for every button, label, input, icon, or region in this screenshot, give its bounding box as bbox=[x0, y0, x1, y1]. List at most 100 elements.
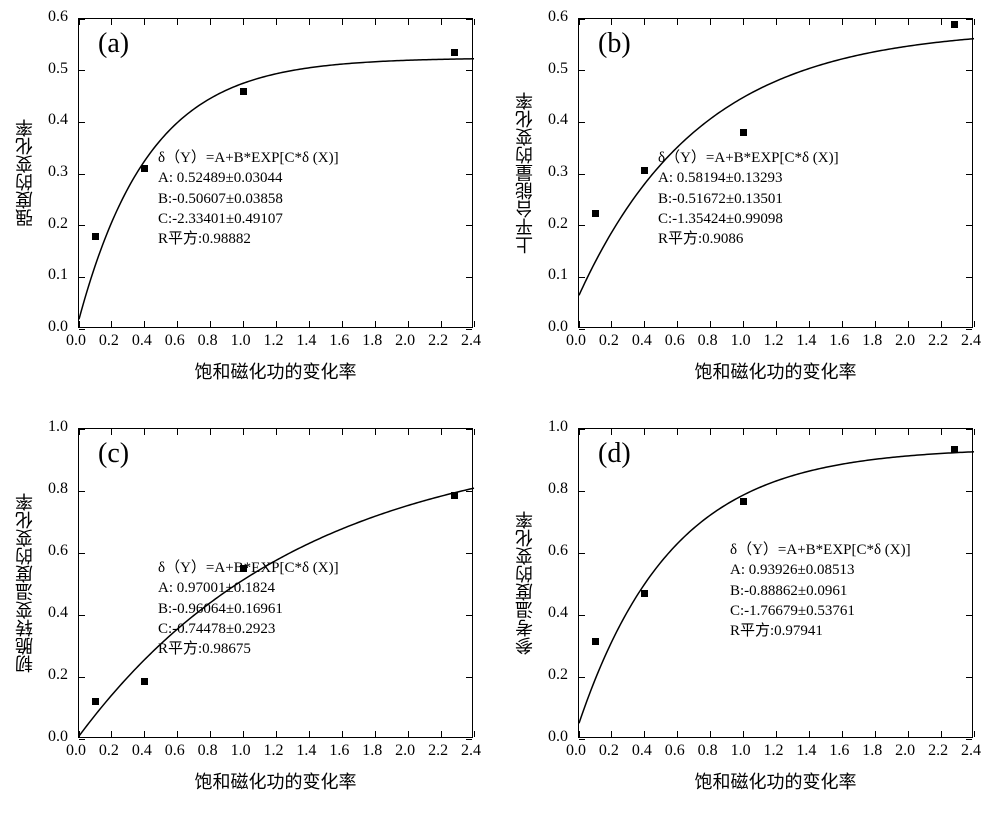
panel-c: 0.00.20.40.60.81.01.21.41.61.82.02.22.40… bbox=[0, 410, 500, 820]
xtick-label: 2.2 bbox=[928, 332, 948, 350]
xtick-label: 1.6 bbox=[829, 742, 849, 760]
xtick-label: 0.0 bbox=[566, 332, 586, 350]
data-point bbox=[451, 49, 458, 56]
xtick-label: 0.6 bbox=[665, 332, 685, 350]
formula-a: A: 0.93926±0.08513 bbox=[730, 560, 911, 580]
formula-eq: δ（Y）=A+B*EXP[C*δ (X)] bbox=[158, 558, 339, 578]
xtick-label: 0.0 bbox=[66, 332, 86, 350]
xtick-label: 0.8 bbox=[198, 332, 218, 350]
xtick-label: 0.6 bbox=[665, 742, 685, 760]
xtick-label: 0.2 bbox=[99, 742, 119, 760]
formula-b: B:-0.88862±0.0961 bbox=[730, 581, 911, 601]
ytick-label: 1.0 bbox=[548, 418, 568, 436]
data-point bbox=[240, 88, 247, 95]
xtick-label: 1.8 bbox=[362, 742, 382, 760]
data-point bbox=[740, 129, 747, 136]
formula-block: δ（Y）=A+B*EXP[C*δ (X)]A: 0.93926±0.08513B… bbox=[730, 540, 911, 641]
xtick-label: 1.6 bbox=[329, 742, 349, 760]
x-axis-label: 饱和磁化功的变化率 bbox=[578, 768, 973, 794]
ytick-label: 0.0 bbox=[48, 728, 68, 746]
formula-a: A: 0.58194±0.13293 bbox=[658, 168, 839, 188]
xtick-label: 0.4 bbox=[632, 332, 652, 350]
ytick-label: 0.0 bbox=[548, 318, 568, 336]
ytick-label: 0.1 bbox=[548, 266, 568, 284]
xtick-label: 0.6 bbox=[165, 332, 185, 350]
xtick-label: 2.4 bbox=[461, 332, 481, 350]
xtick-label: 1.6 bbox=[329, 332, 349, 350]
ytick-label: 0.4 bbox=[548, 111, 568, 129]
xtick-label: 0.8 bbox=[698, 332, 718, 350]
data-point bbox=[451, 492, 458, 499]
xtick-label: 2.2 bbox=[928, 742, 948, 760]
formula-c: C:-1.35424±0.99098 bbox=[658, 209, 839, 229]
panel-d: 0.00.20.40.60.81.01.21.41.61.82.02.22.40… bbox=[500, 410, 1000, 820]
xtick-label: 0.4 bbox=[632, 742, 652, 760]
xtick-label: 1.8 bbox=[862, 332, 882, 350]
ytick-label: 0.5 bbox=[48, 60, 68, 78]
formula-b: B:-0.51672±0.13501 bbox=[658, 189, 839, 209]
xtick-label: 1.2 bbox=[764, 332, 784, 350]
xtick-label: 1.4 bbox=[296, 742, 316, 760]
formula-b: B:-0.50607±0.03858 bbox=[158, 189, 339, 209]
xtick-label: 2.4 bbox=[461, 742, 481, 760]
xtick-label: 1.2 bbox=[264, 332, 284, 350]
xtick-label: 0.2 bbox=[99, 332, 119, 350]
ytick-label: 1.0 bbox=[48, 418, 68, 436]
y-axis-label: 参考温度的变化率 bbox=[512, 511, 538, 655]
xtick-label: 1.8 bbox=[862, 742, 882, 760]
ytick-label: 0.2 bbox=[548, 215, 568, 233]
ytick-label: 0.4 bbox=[48, 604, 68, 622]
xtick-label: 2.4 bbox=[961, 332, 981, 350]
xtick-label: 1.6 bbox=[829, 332, 849, 350]
xtick-label: 1.2 bbox=[264, 742, 284, 760]
xtick-label: 2.0 bbox=[895, 742, 915, 760]
xtick-label: 1.0 bbox=[231, 742, 251, 760]
formula-c: C:-1.76679±0.53761 bbox=[730, 601, 911, 621]
ytick-label: 0.3 bbox=[548, 163, 568, 181]
panel-b: 0.0 0.2 0.4 0.6 0.8 1.0 1.2 1.4 1.6 1.8 2.0 2.2 2.4 0… bbox=[500, 0, 1000, 410]
data-point bbox=[92, 233, 99, 240]
ytick-label: 0.2 bbox=[48, 215, 68, 233]
formula-r: R平方:0.97941 bbox=[730, 621, 911, 641]
ytick-label: 0.2 bbox=[48, 666, 68, 684]
y-axis-label: 强度的变化率 bbox=[12, 119, 38, 227]
xtick-label: 1.8 bbox=[362, 332, 382, 350]
xtick-label: 2.4 bbox=[961, 742, 981, 760]
ytick-label: 0.4 bbox=[48, 111, 68, 129]
x-axis-label: 饱和磁化功的变化率 bbox=[78, 768, 473, 794]
xtick-label: 0.0 bbox=[566, 742, 586, 760]
panel-letter: (c) bbox=[98, 438, 129, 470]
ytick-label: 0.6 bbox=[548, 8, 568, 26]
xtick-label: 2.2 bbox=[428, 332, 448, 350]
ytick-label: 0.5 bbox=[548, 60, 568, 78]
formula-block: δ（Y）=A+B*EXP[C*δ (X)]A: 0.52489±0.03044B… bbox=[158, 148, 339, 249]
xtick-label: 1.0 bbox=[231, 332, 251, 350]
ytick-label: 0.3 bbox=[48, 163, 68, 181]
formula-c: C:-2.33401±0.49107 bbox=[158, 209, 339, 229]
ytick-label: 0.0 bbox=[48, 318, 68, 336]
xtick-label: 1.2 bbox=[764, 742, 784, 760]
panel-letter: (d) bbox=[598, 438, 631, 470]
data-point bbox=[92, 698, 99, 705]
ytick-label: 0.4 bbox=[548, 604, 568, 622]
data-point bbox=[740, 498, 747, 505]
ytick-label: 0.6 bbox=[548, 542, 568, 560]
xtick-label: 0.2 bbox=[599, 742, 619, 760]
xtick-label: 2.0 bbox=[895, 332, 915, 350]
x-axis-label: 饱和磁化功的变化率 bbox=[78, 358, 473, 384]
data-point bbox=[141, 165, 148, 172]
panel-a: 0.00.20.40.60.81.01.21.41.61.82.02.22.40… bbox=[0, 0, 500, 410]
xtick-label: 1.0 bbox=[731, 332, 751, 350]
xtick-label: 0.4 bbox=[132, 332, 152, 350]
x-axis-label: 饱和磁化功的变化率 bbox=[578, 358, 973, 384]
xtick-label: 2.2 bbox=[428, 742, 448, 760]
xtick-label: 0.4 bbox=[132, 742, 152, 760]
formula-block: δ（Y）=A+B*EXP[C*δ (X)]A: 0.58194±0.13293B… bbox=[658, 148, 839, 249]
panel-letter: (a) bbox=[98, 28, 129, 60]
xtick-label: 1.4 bbox=[796, 332, 816, 350]
xtick-label: 0.6 bbox=[165, 742, 185, 760]
xtick-label: 0.0 bbox=[66, 742, 86, 760]
ytick-label: 0.0 bbox=[548, 728, 568, 746]
ytick-label: 0.2 bbox=[548, 666, 568, 684]
data-point bbox=[641, 590, 648, 597]
